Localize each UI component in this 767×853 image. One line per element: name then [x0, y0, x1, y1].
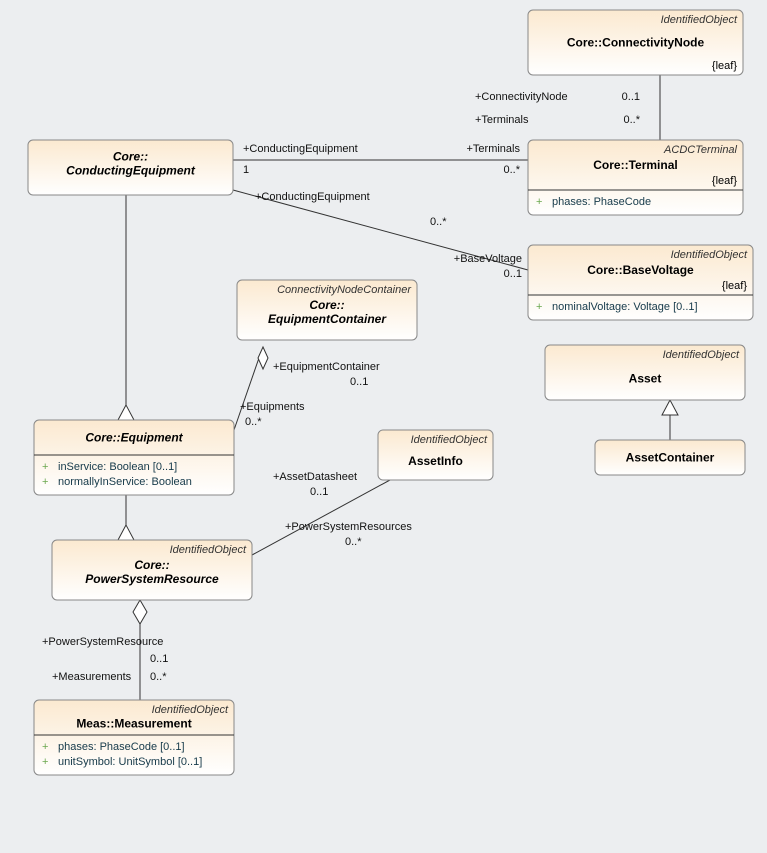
svg-text:IdentifiedObject: IdentifiedObject	[152, 704, 229, 716]
svg-text:Core::Equipment: Core::Equipment	[85, 431, 183, 445]
mult-psr-meas: 0..1	[150, 653, 168, 665]
svg-text:IdentifiedObject: IdentifiedObject	[661, 14, 738, 26]
svg-text:Meas::Measurement: Meas::Measurement	[76, 717, 191, 731]
svg-text:phases: PhaseCode [0..1]: phases: PhaseCode [0..1]	[58, 741, 185, 753]
svg-text:PowerSystemResource: PowerSystemResource	[85, 572, 219, 586]
mult-assetdatasheet: 0..1	[310, 486, 328, 498]
svg-text:normallyInService: Boolean: normallyInService: Boolean	[58, 476, 192, 488]
class-Measurement: IdentifiedObjectMeas::Measurement+ phases…	[34, 700, 234, 775]
svg-text:Core::BaseVoltage: Core::BaseVoltage	[587, 263, 694, 277]
role-equipmentcontainer: +EquipmentContainer	[273, 361, 380, 373]
class-EquipmentContainer: ConnectivityNodeContainerCore::Equipment…	[237, 280, 417, 340]
svg-text:ConnectivityNodeContainer: ConnectivityNodeContainer	[277, 284, 412, 296]
svg-text:{leaf}: {leaf}	[712, 175, 737, 187]
role-conductingequip-bv: +ConductingEquipment	[255, 191, 370, 203]
svg-text:IdentifiedObject: IdentifiedObject	[170, 544, 247, 556]
svg-text:Core::: Core::	[134, 558, 169, 572]
role-equipments: +Equipments	[240, 401, 305, 413]
svg-text:EquipmentContainer: EquipmentContainer	[268, 312, 387, 326]
mult-terminals-cn: 0..*	[623, 114, 640, 126]
class-Asset: IdentifiedObjectAsset	[545, 345, 745, 400]
mult-conductingequip-1: 1	[243, 164, 249, 176]
class-Equipment: Core::Equipment+ inService: Boolean [0..1…	[34, 420, 234, 495]
svg-text:IdentifiedObject: IdentifiedObject	[663, 349, 740, 361]
mult-equipmentcontainer: 0..1	[350, 376, 368, 388]
svg-text:Core::Terminal: Core::Terminal	[593, 158, 677, 172]
class-ConnectivityNode: IdentifiedObjectCore::ConnectivityNode{l…	[528, 10, 743, 75]
svg-text:phases: PhaseCode: phases: PhaseCode	[552, 196, 651, 208]
role-basevoltage: +BaseVoltage	[454, 253, 522, 265]
svg-text:ConductingEquipment: ConductingEquipment	[66, 164, 196, 178]
class-AssetContainer: AssetContainer	[595, 440, 745, 475]
svg-text:+: +	[42, 461, 48, 473]
svg-text:+: +	[42, 756, 48, 768]
role-psr-meas: +PowerSystemResource	[42, 636, 163, 648]
svg-text:nominalVoltage: Voltage [0..1]: nominalVoltage: Voltage [0..1]	[552, 301, 698, 313]
svg-text:AssetInfo: AssetInfo	[408, 454, 463, 468]
mult-measurements: 0..*	[150, 671, 167, 683]
svg-text:ACDCTerminal: ACDCTerminal	[663, 144, 738, 156]
class-PowerSystemResource: IdentifiedObjectCore::PowerSystemResourc…	[52, 540, 252, 600]
class-BaseVoltage: IdentifiedObjectCore::BaseVoltage{leaf}+…	[528, 245, 753, 320]
mult-terminals: 0..*	[503, 164, 520, 176]
svg-text:Core::: Core::	[309, 298, 344, 312]
uml-diagram: +ConnectivityNode 0..1 +Terminals 0..* +…	[0, 0, 767, 853]
role-measurements: +Measurements	[52, 671, 132, 683]
svg-text:+: +	[536, 301, 542, 313]
svg-text:IdentifiedObject: IdentifiedObject	[671, 249, 748, 261]
role-psr: +PowerSystemResources	[285, 521, 412, 533]
svg-text:unitSymbol: UnitSymbol [0..1]: unitSymbol: UnitSymbol [0..1]	[58, 756, 202, 768]
mult-connectivitynode: 0..1	[622, 91, 640, 103]
role-terminals-cn: +Terminals	[475, 114, 529, 126]
mult-psr: 0..*	[345, 536, 362, 548]
mult-basevoltage: 0..1	[504, 268, 522, 280]
class-AssetInfo: IdentifiedObject AssetInfo	[378, 430, 493, 480]
svg-text:+: +	[42, 476, 48, 488]
role-connectivitynode: +ConnectivityNode	[475, 91, 568, 103]
svg-text:Core::ConnectivityNode: Core::ConnectivityNode	[567, 36, 705, 50]
mult-conductingequip-bv: 0..*	[430, 216, 447, 228]
svg-text:inService: Boolean [0..1]: inService: Boolean [0..1]	[58, 461, 177, 473]
mult-equipments: 0..*	[245, 416, 262, 428]
svg-text:Asset: Asset	[629, 372, 662, 386]
class-ConductingEquipment: Core::ConductingEquipment	[28, 140, 233, 195]
svg-text:+: +	[42, 741, 48, 753]
role-conductingequip-1: +ConductingEquipment	[243, 143, 358, 155]
role-assetdatasheet: +AssetDatasheet	[273, 471, 357, 483]
svg-text:{leaf}: {leaf}	[712, 60, 737, 72]
role-terminals: +Terminals	[467, 143, 521, 155]
svg-text:Core::: Core::	[113, 150, 148, 164]
svg-text:AssetContainer: AssetContainer	[626, 451, 715, 465]
svg-text:+: +	[536, 196, 542, 208]
svg-text:IdentifiedObject: IdentifiedObject	[411, 434, 488, 446]
class-Terminal: ACDCTerminalCore::Terminal{leaf}+ phases:…	[528, 140, 743, 215]
svg-text:{leaf}: {leaf}	[722, 280, 747, 292]
